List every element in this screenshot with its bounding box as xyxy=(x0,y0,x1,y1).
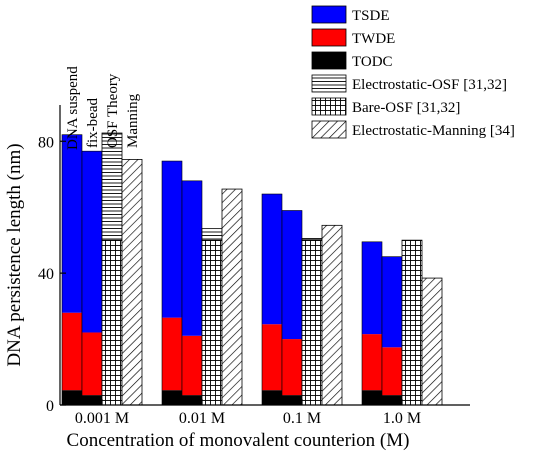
bar-bare-osf xyxy=(201,239,223,406)
legend-label: Bare-OSF [31,32] xyxy=(352,100,460,116)
bar-todc xyxy=(182,395,202,405)
bar-bare-osf xyxy=(101,239,123,406)
x-tick-label: 1.0 M xyxy=(383,410,421,427)
legend-swatch xyxy=(311,28,347,47)
bar-electrostatic-osf xyxy=(201,228,223,241)
bar-electrostatic-osf xyxy=(301,238,323,241)
legend-label: TWDE xyxy=(352,31,395,47)
legend-label: TSDE xyxy=(352,8,390,24)
y-tick-label: 40 xyxy=(38,266,54,283)
legend-label: Electrostatic-OSF [31,32] xyxy=(352,77,507,93)
bar-bare-osf xyxy=(301,239,323,406)
bars-layer xyxy=(61,132,443,406)
bar-bare-osf xyxy=(401,239,423,406)
y-tick-label: 0 xyxy=(46,398,54,415)
x-axis-label: Concentration of monovalent counterion (… xyxy=(67,430,410,451)
bar-todc xyxy=(62,390,82,405)
bar-todc xyxy=(362,390,382,405)
legend-swatch xyxy=(311,5,347,24)
x-ticks: 0.001 M 0.01 M 0.1 M 1.0 M xyxy=(75,399,421,427)
bar-todc xyxy=(282,395,302,405)
bar-todc xyxy=(262,390,282,405)
bar-tsde xyxy=(62,134,82,313)
bar-electrostatic-manning xyxy=(421,277,443,406)
bar-slot-label: fix-bead xyxy=(85,98,101,148)
bar-tsde xyxy=(262,194,282,325)
bar-tsde xyxy=(162,161,182,318)
x-tick-label: 0.01 M xyxy=(179,410,225,427)
legend: TSDE TWDE TODC Electrostatic-OSF [31,32] Bar… xyxy=(311,5,515,139)
legend-swatch xyxy=(311,74,347,93)
bar-electrostatic-osf xyxy=(101,132,123,241)
bar-twde xyxy=(62,312,82,391)
bar-slot-label: OSF Theory xyxy=(105,73,121,148)
bar-tsde xyxy=(382,256,402,348)
y-tick-label: 80 xyxy=(38,134,54,151)
x-tick-label: 0.1 M xyxy=(283,410,321,427)
bar-twde xyxy=(382,347,402,396)
bar-twde xyxy=(82,332,102,396)
bar-twde xyxy=(182,335,202,396)
bar-todc xyxy=(382,395,402,405)
bar-twde xyxy=(162,317,182,391)
legend-label: TODC xyxy=(352,54,393,70)
bar-tsde xyxy=(182,180,202,336)
bar-electrostatic-manning xyxy=(121,158,143,406)
legend-swatch xyxy=(311,97,347,116)
legend-label: Electrostatic-Manning [34] xyxy=(352,123,515,139)
bar-todc xyxy=(82,395,102,405)
bar-tsde xyxy=(82,151,102,333)
bar-twde xyxy=(262,324,282,391)
x-tick-label: 0.001 M xyxy=(75,410,129,427)
bar-electrostatic-manning xyxy=(221,188,243,406)
legend-swatch xyxy=(311,120,347,139)
bar-twde xyxy=(282,339,302,396)
y-axis-label: DNA persistence length (nm) xyxy=(4,143,25,366)
bar-twde xyxy=(362,334,382,391)
bar-slot-labels: DNA suspend fix-bead OSF Theory Manning xyxy=(65,66,141,150)
legend-swatch xyxy=(311,51,347,70)
bar-slot-label: DNA suspend xyxy=(65,66,81,150)
bar-electrostatic-manning xyxy=(321,224,343,406)
y-ticks: 0 40 80 xyxy=(38,134,66,415)
bar-todc xyxy=(162,390,182,405)
bar-tsde xyxy=(282,210,302,340)
bar-slot-label: Manning xyxy=(125,93,141,148)
bar-tsde xyxy=(362,241,382,335)
